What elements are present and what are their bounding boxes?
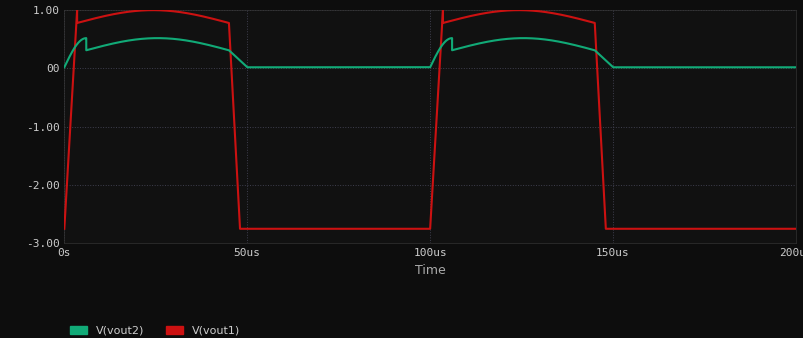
Line: V(vout1): V(vout1) — [64, 10, 795, 229]
V(vout1) — [790, 227, 800, 231]
V(vout1) — [340, 227, 349, 231]
V(vout2) — [499, 37, 509, 41]
V(vout2) — [601, 60, 611, 64]
V(vout2) — [153, 36, 162, 40]
V(vout2) — [109, 41, 119, 45]
X-axis label: Time: Time — [414, 264, 445, 277]
V(vout2) — [59, 65, 69, 69]
V(vout2) — [235, 59, 245, 63]
V(vout1) — [109, 12, 119, 16]
V(vout1) — [456, 16, 466, 20]
V(vout1) — [601, 227, 611, 231]
V(vout2) — [340, 65, 349, 69]
Line: V(vout2): V(vout2) — [64, 38, 795, 67]
V(vout1) — [235, 227, 245, 231]
V(vout1) — [59, 227, 69, 231]
V(vout1) — [499, 9, 509, 13]
V(vout2) — [456, 46, 466, 50]
V(vout2) — [790, 65, 800, 69]
Legend: V(vout2), V(vout1): V(vout2), V(vout1) — [70, 326, 239, 336]
V(vout1) — [513, 8, 523, 12]
